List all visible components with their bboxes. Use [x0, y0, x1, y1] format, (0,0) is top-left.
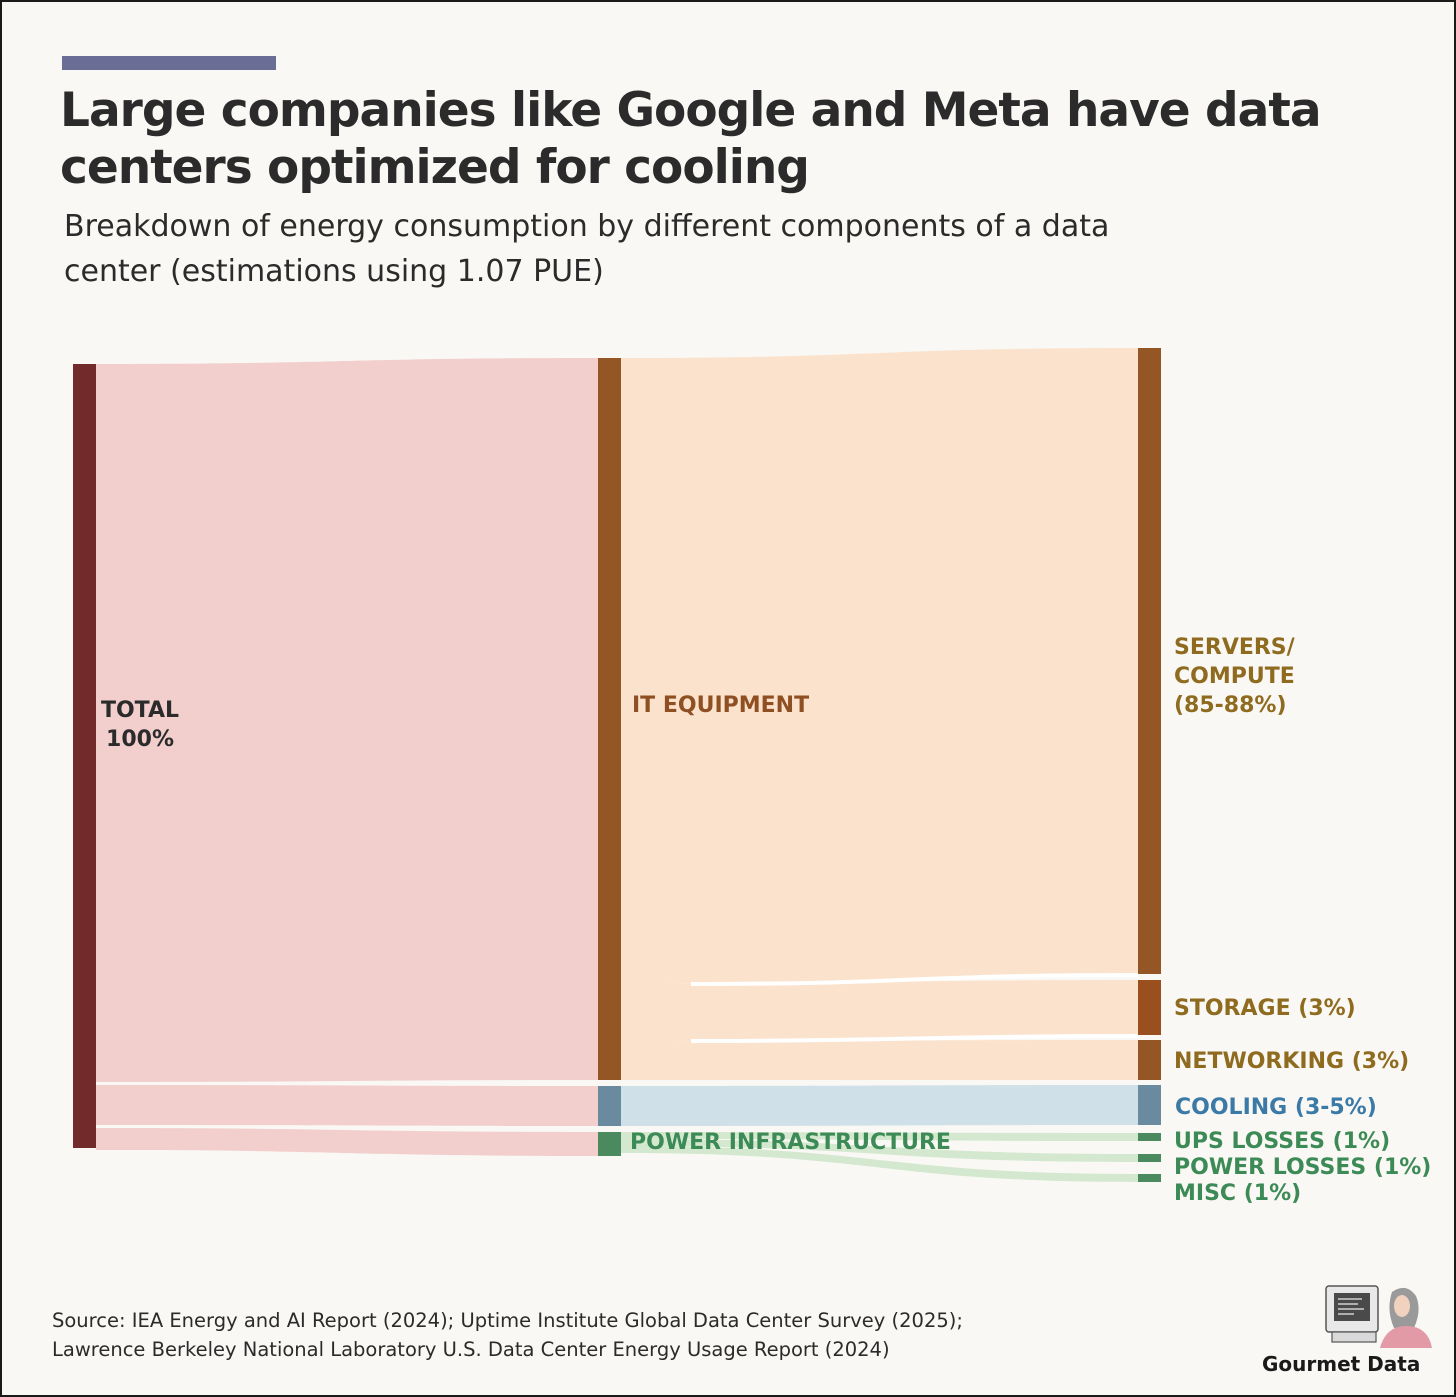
label-power-losses-line: POWER LOSSES (1%) — [1174, 1155, 1431, 1180]
label-misc-line: MISC (1%) — [1174, 1181, 1301, 1206]
node-networking — [1138, 1040, 1161, 1080]
label-servers-line: SERVERS/ — [1174, 635, 1296, 660]
brand-name: Gourmet Data — [1262, 1352, 1421, 1376]
label-ups-losses: UPS LOSSES (1%) — [1174, 1129, 1390, 1154]
link-it-to-servers — [621, 348, 1138, 984]
node-total — [73, 364, 96, 1148]
label-servers-line: COMPUTE — [1174, 664, 1295, 689]
label-servers-line: (85-88%) — [1174, 693, 1287, 718]
title-accent-bar — [62, 56, 276, 70]
label-power-infrastructure-line: POWER INFRASTRUCTURE — [630, 1130, 951, 1155]
label-cooling: COOLING (3-5%) — [1175, 1095, 1377, 1120]
label-cooling-line: COOLING (3-5%) — [1175, 1095, 1377, 1120]
node-storage — [1138, 980, 1161, 1035]
node-misc — [1138, 1174, 1161, 1182]
link-power-to-power_losses — [621, 1139, 1138, 1162]
sankey-links — [96, 348, 1139, 1182]
link-cooling-pass — [621, 1085, 1138, 1126]
link-it-to-storage — [621, 980, 1138, 1041]
link-total-to-it — [96, 358, 598, 1082]
node-servers — [1138, 348, 1161, 974]
node-it-equipment — [598, 358, 621, 1080]
link-power-to-ups — [621, 1132, 1138, 1141]
node-power-losses — [1138, 1154, 1161, 1162]
label-storage-line: STORAGE (3%) — [1174, 996, 1356, 1021]
link-separator — [690, 1034, 1139, 1043]
page-title: Large companies like Google and Meta hav… — [60, 83, 1322, 195]
link-it-to-networking — [621, 1040, 1138, 1080]
label-it-equipment: IT EQUIPMENT — [632, 693, 809, 718]
sankey-labels: TOTAL 100% IT EQUIPMENT POWER INFRASTRUCTUR… — [101, 635, 1431, 1206]
label-power-infrastructure: POWER INFRASTRUCTURE — [630, 1130, 951, 1155]
node-ups — [1138, 1133, 1161, 1141]
label-ups-losses-line: UPS LOSSES (1%) — [1174, 1129, 1390, 1154]
link-total-to-power — [96, 1128, 598, 1156]
page-subtitle: Breakdown of energy consumption by diffe… — [64, 209, 1110, 289]
node-cooling — [598, 1086, 621, 1126]
source-line: Source: IEA Energy and AI Report (2024);… — [52, 1309, 963, 1332]
label-total-line: TOTAL — [101, 698, 179, 723]
label-networking-line: NETWORKING (3%) — [1174, 1049, 1409, 1074]
source-line: Lawrence Berkeley National Laboratory U.… — [52, 1338, 890, 1361]
label-storage: STORAGE (3%) — [1174, 996, 1356, 1021]
link-separator — [690, 973, 1139, 986]
node-cooling-output — [1138, 1085, 1161, 1125]
label-it-equipment-line: IT EQUIPMENT — [632, 693, 809, 718]
label-total-line: 100% — [106, 727, 174, 752]
sankey-nodes — [73, 348, 1161, 1182]
person-at-computer-icon — [1325, 1285, 1432, 1348]
link-total-to-cooling — [96, 1085, 598, 1126]
label-total: TOTAL 100% — [101, 698, 179, 752]
node-power-infrastructure — [598, 1132, 621, 1156]
label-misc: MISC (1%) — [1174, 1181, 1301, 1206]
source-note: Source: IEA Energy and AI Report (2024);… — [52, 1306, 1152, 1364]
link-power-to-misc — [621, 1146, 1138, 1182]
label-servers: SERVERS/COMPUTE (85-88%) — [1174, 635, 1296, 718]
label-networking: NETWORKING (3%) — [1174, 1049, 1409, 1074]
label-power-losses: POWER LOSSES (1%) — [1174, 1155, 1431, 1180]
